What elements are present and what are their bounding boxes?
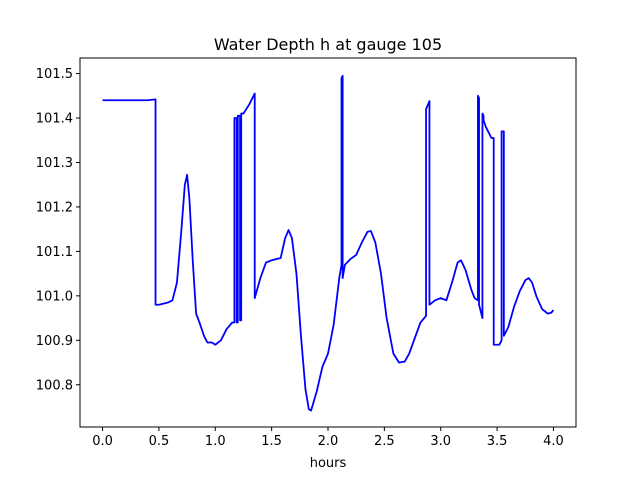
series-layer	[102, 74, 555, 412]
y-tick-label: 101.0	[36, 289, 73, 304]
y-tick-label: 101.3	[36, 156, 73, 171]
x-tick-label: 2.5	[374, 434, 395, 449]
y-tick-label: 101.1	[36, 245, 73, 260]
x-axis-ticks: 0.0 0.5 1.0 1.5 2.0 2.5 3.0 3.5 4.0	[92, 427, 564, 449]
y-tick-label: 100.9	[36, 334, 73, 349]
x-axis-label: hours	[310, 456, 347, 471]
x-tick-label: 1.5	[261, 434, 282, 449]
y-tick-label: 101.2	[36, 200, 73, 215]
x-tick-label: 3.5	[487, 434, 508, 449]
y-tick-label: 101.4	[36, 112, 73, 127]
x-tick-label: 3.0	[430, 434, 451, 449]
x-tick-label: 0.5	[149, 434, 170, 449]
y-axis-ticks: 100.8 100.9 101.0 101.1 101.2 101.3 101.4 101.5	[36, 67, 80, 393]
x-tick-label: 0.0	[92, 434, 113, 449]
y-tick-label: 101.5	[36, 67, 73, 82]
chart-title: Water Depth h at gauge 105	[214, 35, 442, 54]
y-tick-label: 100.8	[36, 378, 73, 393]
plot-frame	[79, 57, 577, 428]
x-tick-label: 2.0	[318, 434, 339, 449]
x-tick-label: 4.0	[543, 434, 564, 449]
x-tick-label: 1.0	[205, 434, 226, 449]
series-line	[102, 74, 555, 412]
